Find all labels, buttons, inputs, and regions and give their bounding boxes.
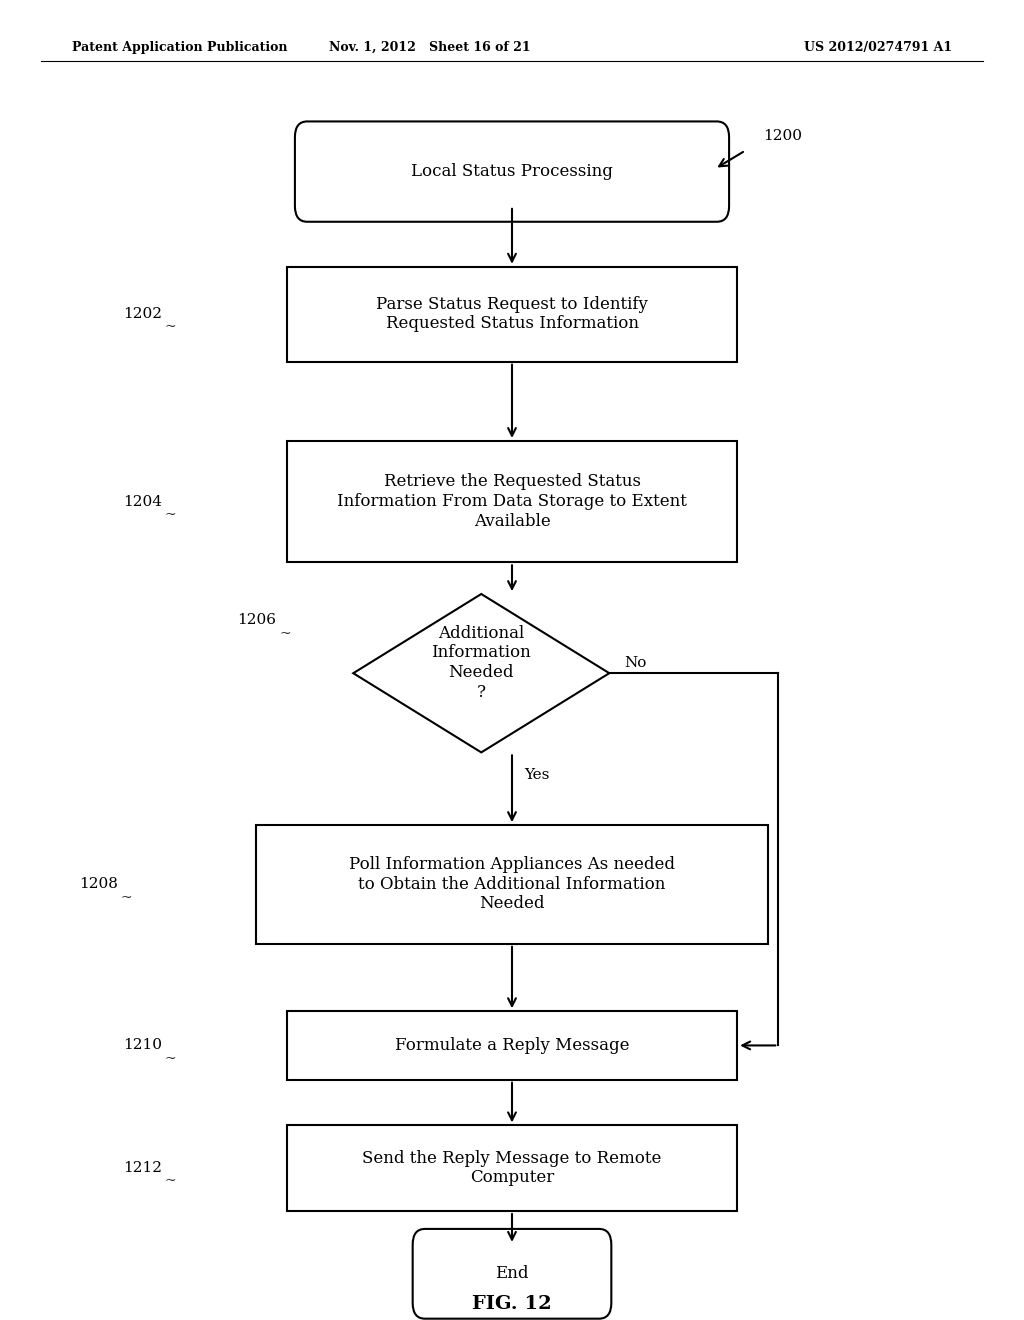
Text: Yes: Yes <box>524 768 550 783</box>
Text: 1210: 1210 <box>123 1039 162 1052</box>
Text: 1202: 1202 <box>123 308 162 321</box>
Text: Send the Reply Message to Remote
Computer: Send the Reply Message to Remote Compute… <box>362 1150 662 1187</box>
Text: Poll Information Appliances As needed
to Obtain the Additional Information
Neede: Poll Information Appliances As needed to… <box>349 857 675 912</box>
Text: Nov. 1, 2012   Sheet 16 of 21: Nov. 1, 2012 Sheet 16 of 21 <box>330 41 530 54</box>
Text: Parse Status Request to Identify
Requested Status Information: Parse Status Request to Identify Request… <box>376 296 648 333</box>
Bar <box>256 825 768 944</box>
Text: 1204: 1204 <box>123 495 162 508</box>
Text: ~: ~ <box>165 321 176 334</box>
FancyBboxPatch shape <box>295 121 729 222</box>
Text: 1208: 1208 <box>79 878 118 891</box>
Text: ~: ~ <box>165 1175 176 1188</box>
Bar <box>287 1011 737 1080</box>
FancyBboxPatch shape <box>413 1229 611 1319</box>
Text: No: No <box>625 656 647 669</box>
Bar <box>287 441 737 562</box>
Text: Retrieve the Requested Status
Information From Data Storage to Extent
Available: Retrieve the Requested Status Informatio… <box>337 474 687 529</box>
Text: Formulate a Reply Message: Formulate a Reply Message <box>394 1038 630 1053</box>
Text: Local Status Processing: Local Status Processing <box>411 164 613 180</box>
Text: Patent Application Publication: Patent Application Publication <box>72 41 287 54</box>
Text: End: End <box>496 1266 528 1282</box>
Text: Additional
Information
Needed
?: Additional Information Needed ? <box>431 624 531 701</box>
Text: ~: ~ <box>165 1052 176 1065</box>
Text: ~: ~ <box>165 508 176 521</box>
Polygon shape <box>353 594 609 752</box>
Text: FIG. 12: FIG. 12 <box>472 1295 552 1313</box>
Text: 1200: 1200 <box>763 128 802 143</box>
Bar <box>287 1125 737 1212</box>
Text: ~: ~ <box>121 891 132 904</box>
Bar <box>287 267 737 362</box>
Text: 1212: 1212 <box>123 1162 162 1175</box>
Text: US 2012/0274791 A1: US 2012/0274791 A1 <box>804 41 952 54</box>
Text: 1206: 1206 <box>238 614 276 627</box>
Text: ~: ~ <box>280 627 291 640</box>
